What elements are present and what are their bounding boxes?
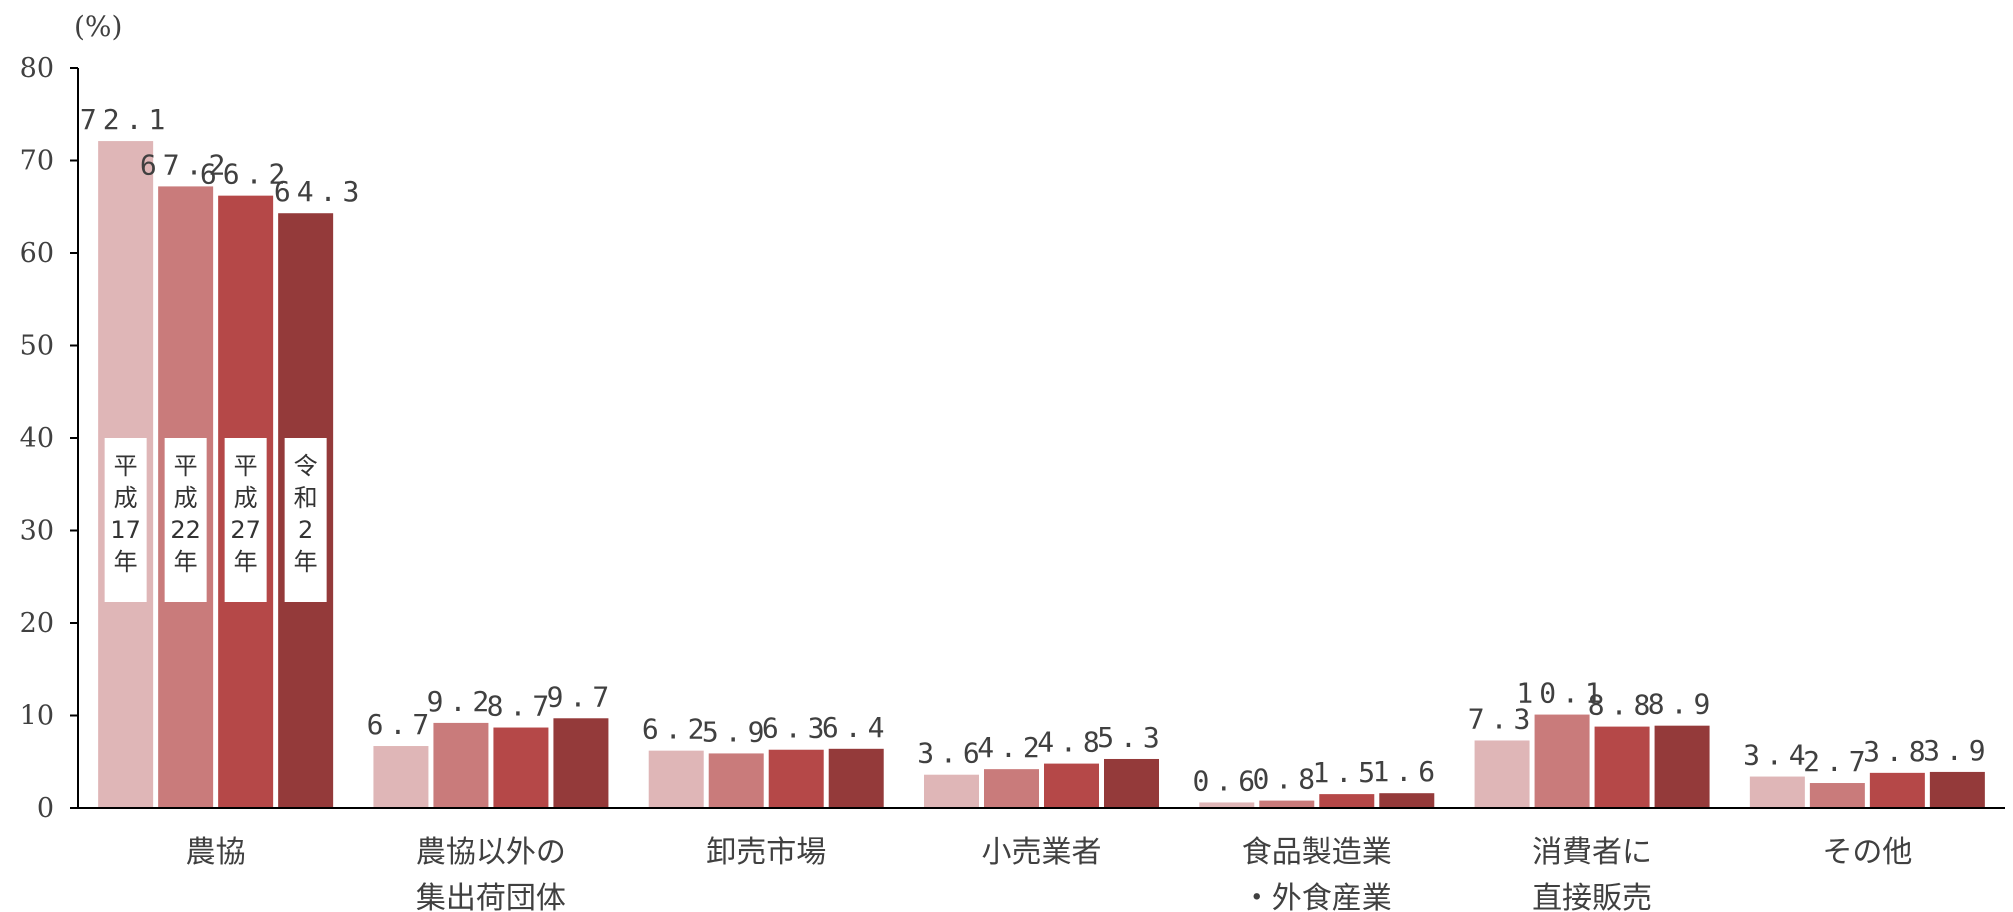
- data-label-series-3-cat-7: 3.8: [1863, 735, 1932, 768]
- bar-series-2-cat-6: [1534, 714, 1590, 808]
- x-axis: 農協 農協以外の集出荷団体 卸売市場 小売業者 食品製造業・外食産業 消費者に直接販売 その…: [78, 807, 2005, 912]
- x-tick-label-1: 農協: [186, 835, 246, 870]
- data-label-series-1-cat-3: 6.2: [642, 713, 711, 746]
- y-tick-label-10: 10: [20, 701, 54, 732]
- legend-entry-1: 平成 17 年: [104, 438, 147, 602]
- bar-series-3-cat-3: [768, 749, 824, 808]
- legend-entry-2: 平成 22 年: [164, 438, 207, 602]
- data-label-series-3-cat-4: 4.8: [1037, 726, 1106, 759]
- data-label-series-4-cat-2: 9.7: [547, 680, 616, 713]
- y-tick-label-60: 60: [20, 238, 54, 269]
- bar-series-4-cat-6: [1654, 725, 1710, 808]
- y-tick-label-80: 80: [20, 53, 54, 84]
- y-tick-label-20: 20: [20, 608, 54, 639]
- legend-entry-3: 平成 27 年: [224, 438, 267, 602]
- x-tick-label-7: その他: [1822, 835, 1912, 870]
- bar-series-2-cat-4: [984, 769, 1039, 808]
- data-label-series-4-cat-1: 64.3: [274, 175, 365, 208]
- bar-series-3-cat-4: [1044, 763, 1099, 808]
- data-label-series-4-cat-5: 1.6: [1372, 755, 1441, 788]
- bar-series-4-cat-4: [1104, 758, 1159, 808]
- x-tick-label-6: 消費者に直接販売: [1532, 835, 1652, 912]
- data-label-series-3-cat-3: 6.3: [762, 712, 831, 745]
- data-label-series-4-cat-3: 6.4: [822, 711, 891, 744]
- legend-box: [164, 438, 207, 602]
- legend-label: 平成 27 年: [230, 452, 261, 576]
- data-label-series-2-cat-6: 10.1: [1516, 677, 1607, 710]
- bar-series-2-cat-2: [433, 722, 489, 808]
- y-tick-label-40: 40: [20, 423, 54, 454]
- data-label-series-2-cat-2: 9.2: [427, 685, 496, 718]
- y-axis-unit-label: (%): [74, 10, 122, 43]
- data-label-series-1-cat-7: 3.4: [1743, 739, 1812, 772]
- data-label-series-1-cat-5: 0.6: [1192, 764, 1261, 797]
- data-label-series-4-cat-7: 3.9: [1923, 734, 1992, 767]
- bar-series-1-cat-2: [373, 746, 429, 808]
- y-tick-label-30: 30: [20, 516, 54, 547]
- x-tick-label-3: 卸売市場: [706, 835, 826, 870]
- data-label-series-3-cat-2: 8.7: [487, 690, 556, 723]
- bar-series-3-cat-7: [1869, 772, 1925, 808]
- bar-series-3-cat-5: [1319, 794, 1375, 808]
- data-label-series-1-cat-1: 72.1: [80, 103, 171, 136]
- data-label-series-2-cat-1: 67.2: [140, 148, 231, 181]
- x-tick-label-4: 小売業者: [982, 835, 1102, 870]
- legend-box: [104, 438, 147, 602]
- bar-series-2-cat-3: [708, 753, 764, 808]
- bar-series-1-cat-6: [1474, 740, 1530, 808]
- bar-series-3-cat-6: [1594, 726, 1650, 808]
- data-label-series-2-cat-3: 5.9: [702, 715, 771, 748]
- y-tick-label-70: 70: [20, 146, 54, 177]
- legend-entry-4: 令和 2 年: [284, 438, 327, 602]
- bar-series-2-cat-7: [1809, 783, 1865, 808]
- bar-series-4-cat-3: [828, 748, 884, 808]
- bar-series-4-cat-7: [1929, 771, 1985, 808]
- x-tick-label-2: 農協以外の集出荷団体: [416, 835, 566, 912]
- legend-box: [284, 438, 327, 602]
- data-label-series-1-cat-4: 3.6: [917, 737, 986, 770]
- bar-series-4-cat-2: [553, 718, 609, 808]
- y-tick-label-50: 50: [20, 331, 54, 362]
- data-label-series-2-cat-4: 4.2: [977, 731, 1046, 764]
- y-axis: 0 10 20 30 40 50 60 70 80: [20, 53, 79, 824]
- data-labels-layer: 72.1 6.7 6.2 3.6 0.6 7.3 3.4 67.2 9.2 5.9 4.2 0.8 10…: [80, 103, 1992, 797]
- legend-box: [224, 438, 267, 602]
- data-label-series-4-cat-6: 8.9: [1648, 688, 1717, 721]
- legend-label: 平成 22 年: [170, 452, 201, 576]
- y-tick-label-0: 0: [37, 793, 54, 824]
- bar-series-3-cat-2: [493, 727, 549, 808]
- data-label-series-2-cat-5: 0.8: [1252, 763, 1321, 796]
- bar-series-2-cat-5: [1259, 800, 1315, 808]
- bar-series-1-cat-7: [1749, 776, 1805, 808]
- data-label-series-4-cat-4: 5.3: [1097, 721, 1166, 754]
- legend-label: 令和 2 年: [294, 452, 318, 576]
- bar-series-1-cat-5: [1199, 802, 1255, 808]
- data-label-series-3-cat-6: 8.8: [1588, 689, 1657, 722]
- bar-series-1-cat-3: [648, 750, 704, 808]
- bar-series-1-cat-4: [924, 774, 979, 808]
- data-label-series-3-cat-1: 66.2: [200, 158, 291, 191]
- x-tick-label-5: 食品製造業・外食産業: [1242, 835, 1392, 912]
- bar-series-4-cat-5: [1379, 793, 1435, 808]
- legend: 平成 17 年平成 22 年平成 27 年 令和 2 年: [104, 438, 327, 602]
- data-label-series-3-cat-5: 1.5: [1312, 756, 1381, 789]
- data-label-series-1-cat-6: 7.3: [1468, 702, 1537, 735]
- data-label-series-1-cat-2: 6.7: [367, 708, 436, 741]
- bars-layer: [98, 141, 1985, 809]
- legend-label: 平成 17 年: [110, 452, 141, 576]
- data-label-series-2-cat-7: 2.7: [1803, 745, 1872, 778]
